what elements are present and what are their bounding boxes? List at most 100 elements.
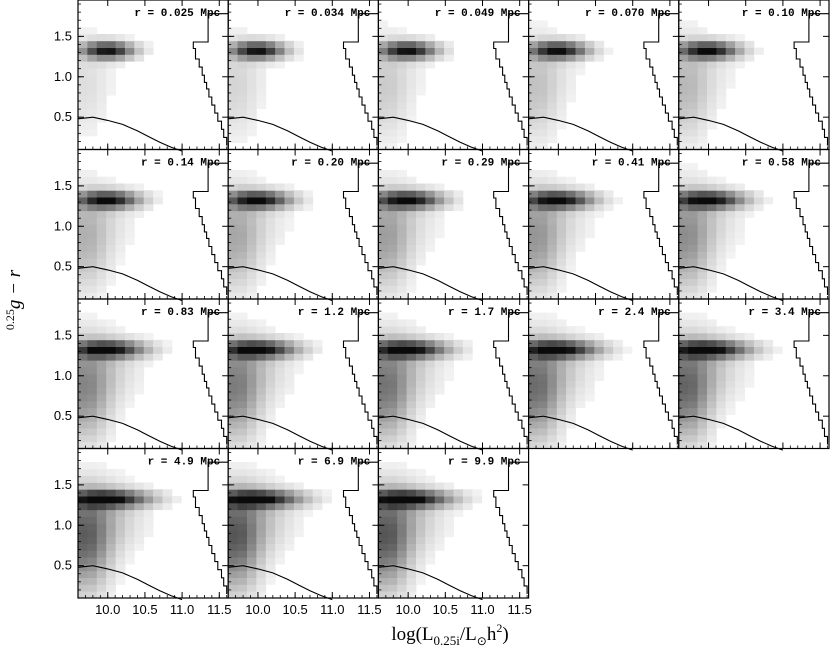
density-cell [106,47,116,55]
density-cell [678,292,689,300]
density-cell [397,108,407,116]
density-cell [697,197,708,205]
density-cell [444,496,454,504]
density-cell [688,68,698,76]
density-cell [228,197,238,205]
density-cell [735,346,745,354]
density-cell [293,197,304,205]
density-cell [416,74,426,82]
density-cell [678,122,689,130]
density-cell [124,54,135,62]
density-cell [416,217,426,225]
density-cell [378,564,389,572]
density-cell [106,333,116,341]
density-cell [293,496,304,504]
density-cell [753,190,764,198]
density-cell [406,353,417,361]
density-cell [697,101,708,110]
density-cell [416,407,426,415]
density-cell [556,265,567,273]
density-cell [688,169,698,178]
density-cell [688,231,698,239]
density-cell [256,203,267,212]
density-cell [453,203,464,212]
density-cell [387,591,398,599]
density-cell [275,333,285,341]
density-cell [556,258,567,266]
density-cell [538,190,548,198]
density-cell [735,373,745,381]
density-cell [556,54,567,62]
density-cell [87,115,98,123]
density-cell [688,135,698,144]
density-cell [247,523,257,531]
density-cell [735,353,745,361]
density-cell [566,190,576,198]
density-cell [237,197,248,205]
density-cell [697,434,708,443]
density-cell [707,434,717,443]
density-cell [716,265,727,273]
density-cell [265,496,276,504]
density-cell [87,231,98,239]
density-cell [115,550,126,558]
density-cell [556,34,567,42]
density-cell [387,400,398,409]
density-cell [753,203,764,212]
density-cell [584,231,595,239]
density-cell [547,319,558,327]
density-cell [87,81,98,89]
completeness-histogram [192,312,229,445]
density-cell [78,570,88,578]
density-cell [566,203,576,212]
density-cell [707,237,717,245]
density-cell [115,468,126,477]
density-cell [538,258,548,266]
density-cell [237,353,248,361]
density-cell [96,584,107,592]
density-cell [106,74,116,82]
density-cell [707,54,717,62]
density-cell [153,190,163,198]
density-cell [707,68,717,76]
density-cell [387,475,398,483]
density-cell [303,496,314,504]
density-cell [425,231,436,239]
density-cell [378,387,389,395]
density-cell [416,400,426,409]
x-tick-label: 10.0 [395,602,420,617]
density-cell [275,40,285,48]
density-cell [528,360,539,368]
density-cell [528,414,539,422]
density-cell [453,489,464,497]
density-cell [275,380,285,388]
density-cell [434,482,445,490]
density-cell [416,68,426,76]
density-cell [87,319,98,327]
density-cell [387,380,398,388]
density-cell [265,231,276,239]
density-cell [397,258,407,266]
density-cell [87,203,98,212]
density-cell [406,265,417,273]
density-cell [697,176,708,184]
density-cell [575,197,586,205]
density-cell [697,292,708,300]
density-cell [247,373,257,381]
density-cell [678,265,689,273]
density-cell [106,251,116,259]
density-cell [115,373,126,381]
density-cell [735,197,745,205]
density-cell [378,367,389,375]
density-cell [716,34,727,42]
density-cell [556,400,567,409]
density-cell [106,34,116,42]
density-cell [575,237,586,245]
density-cell [115,557,126,565]
density-cell [228,312,238,320]
density-cell [566,353,576,361]
density-cell [265,183,276,191]
y-tick-label: 1.0 [54,218,72,233]
y-tick-label: 1.5 [54,477,72,492]
density-cell [387,421,398,429]
